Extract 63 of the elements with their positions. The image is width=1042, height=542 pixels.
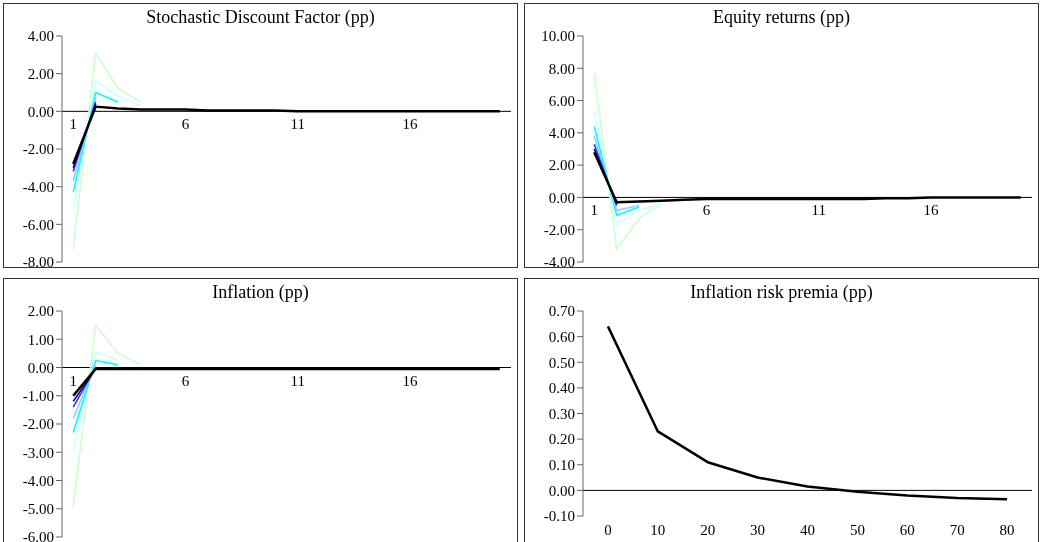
chart-title: Equity returns (pp) [712,6,851,29]
y-tick-label: 0.50 [548,354,575,371]
x-tick-label: 10 [650,521,666,538]
y-tick-label: 4.00 [27,28,54,45]
y-tick-label: 8.00 [548,60,575,77]
x-tick-label: 20 [700,521,716,538]
y-tick-label: 2.00 [548,157,575,174]
y-tick-label: -4.00 [22,178,54,195]
x-tick-label: 60 [899,521,915,538]
y-tick-label: -2.00 [22,416,54,433]
y-tick-label: -5.00 [22,501,54,518]
y-tick-label: 0.00 [548,482,575,499]
line-series [72,80,142,211]
x-tick-label: 50 [849,521,865,538]
y-tick-label: 2.00 [27,65,54,82]
x-tick-label: 1 [69,372,77,389]
x-tick-label: 6 [181,372,190,389]
y-tick-label: 0.40 [548,380,575,397]
x-tick-label: 1 [590,202,598,219]
x-tick-label: 30 [750,521,766,538]
y-tick-label: 4.00 [548,125,575,142]
chart-title: Inflation risk premia (pp) [689,281,874,304]
y-tick-label: 0.70 [548,303,575,320]
x-tick-label: 16 [923,202,939,219]
chart-title: Stochastic Discount Factor (pp) [145,6,376,29]
x-tick-label: 80 [999,521,1015,538]
line-series [72,324,142,507]
x-tick-label: 11 [811,202,826,219]
y-tick-label: 0.10 [548,457,575,474]
y-tick-label: -2.00 [543,222,575,239]
y-tick-label: -0.10 [543,508,575,525]
y-tick-label: 2.00 [27,303,54,320]
y-tick-label: -3.00 [22,444,54,461]
y-tick-label: -4.00 [22,472,54,489]
y-tick-label: -1.00 [22,388,54,405]
y-tick-label: -6.00 [22,216,54,233]
x-tick-label: 11 [290,116,305,133]
line-series [593,111,663,226]
x-tick-label: 70 [949,521,965,538]
x-tick-label: 6 [181,116,190,133]
x-tick-label: 16 [402,372,418,389]
y-tick-label: 0.00 [27,359,54,376]
x-tick-label: 6 [702,202,711,219]
chart-title: Inflation (pp) [211,281,310,304]
line-series [593,72,663,250]
y-tick-label: 6.00 [548,92,575,109]
y-tick-label: 1.00 [27,331,54,348]
x-tick-label: 11 [290,372,305,389]
y-tick-label: 10.00 [541,28,575,45]
y-tick-label: 0.00 [27,103,54,120]
y-tick-label: -2.00 [22,141,54,158]
y-tick-label: -6.00 [22,529,54,542]
line-series [72,52,142,250]
y-tick-label: 0.60 [548,328,575,345]
x-tick-label: 1 [69,116,77,133]
x-tick-label: 40 [800,521,815,538]
x-tick-label: 0 [604,521,612,538]
y-tick-label: 0.00 [548,189,575,206]
y-tick-label: -8.00 [22,254,54,271]
y-tick-label: 0.30 [548,405,575,422]
x-tick-label: 16 [402,116,418,133]
y-tick-label: 0.20 [548,431,575,448]
y-tick-label: -4.00 [543,254,575,271]
